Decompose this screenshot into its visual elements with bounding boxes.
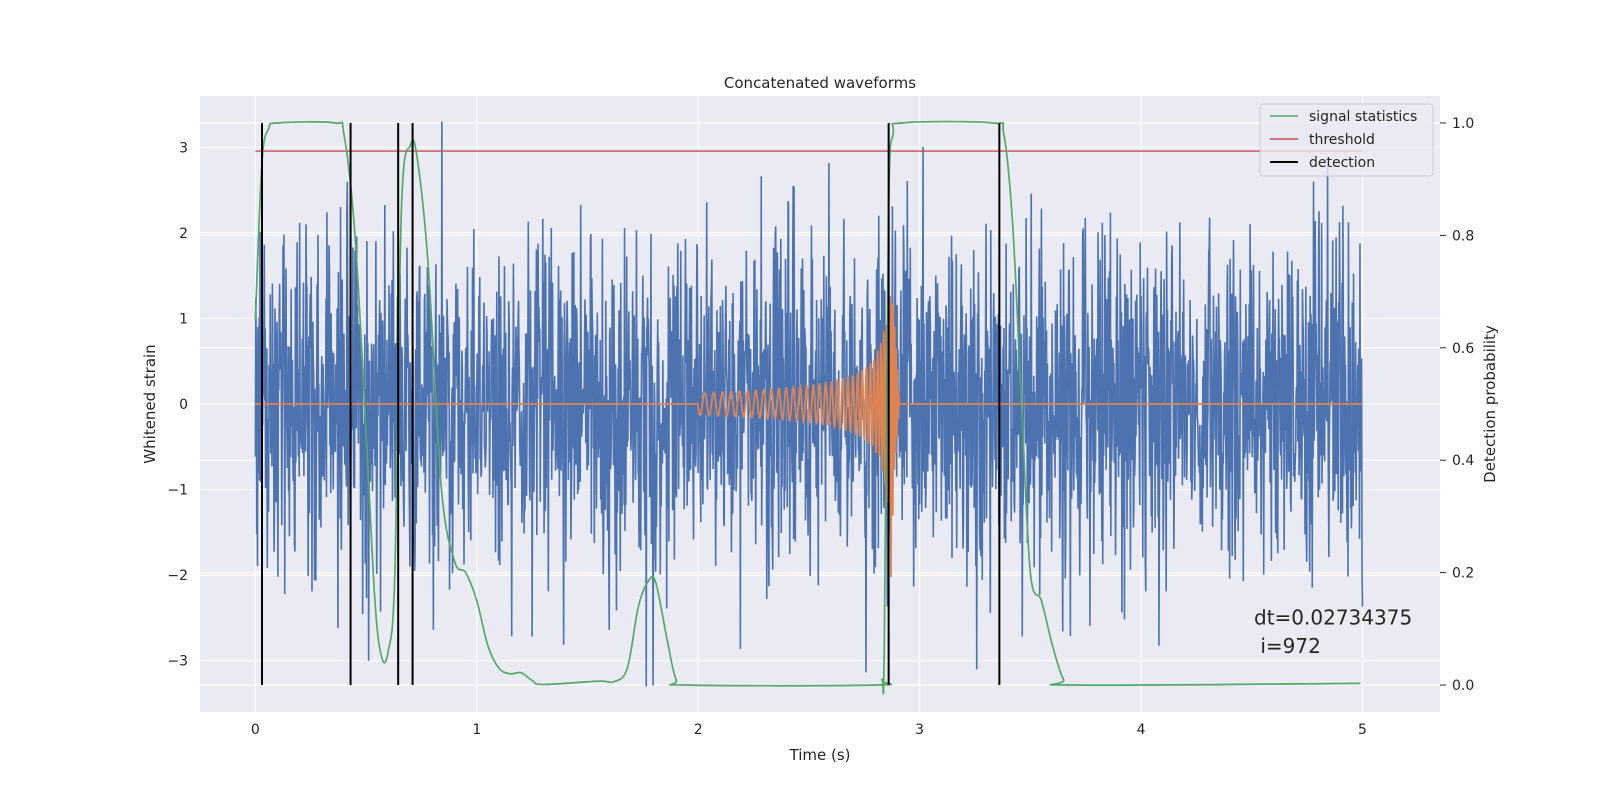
annotation-index: i=972 — [1254, 634, 1321, 658]
x-axis-label: Time (s) — [789, 746, 851, 764]
legend-label-signal-statistics: signal statistics — [1309, 109, 1417, 125]
x-tick-label: 0 — [251, 722, 260, 738]
y-tick-label: 3 — [179, 140, 188, 156]
legend-box — [1259, 103, 1434, 177]
legend: signal statistics threshold detection — [1259, 103, 1434, 177]
x-tick-label: 5 — [1358, 722, 1367, 738]
y-tick-label: 1 — [179, 311, 188, 327]
y2-tick-label: 0.6 — [1452, 341, 1474, 357]
x-tick-label: 1 — [472, 722, 481, 738]
tick-labels: 0 1 2 3 4 5 −3 −2 −1 0 1 2 3 0.0 0.2 0.4 0.6 0.8 1.0 — [167, 116, 1474, 738]
data-layer — [254, 120, 1364, 695]
y2-axis-label: Detection probability — [1481, 325, 1499, 483]
y-tick-label: −3 — [167, 654, 188, 670]
signal-statistics-line — [254, 120, 1361, 695]
legend-label-threshold: threshold — [1309, 132, 1375, 148]
y2-tick-label: 0.0 — [1452, 678, 1474, 694]
legend-label-detection: detection — [1309, 155, 1375, 171]
x-tick-label: 3 — [915, 722, 924, 738]
annotation-dt: dt=0.02734375 — [1254, 606, 1412, 630]
chart-title: Concatenated waveforms — [724, 74, 916, 92]
x-tick-label: 2 — [694, 722, 703, 738]
y-tick-label: 0 — [179, 397, 188, 413]
y-tick-label: −2 — [167, 568, 188, 584]
y2-tick-label: 0.2 — [1452, 566, 1474, 582]
y-tick-label: −1 — [167, 483, 188, 499]
y2-tick-label: 1.0 — [1452, 116, 1474, 132]
strain-noise-line — [254, 121, 1364, 687]
chirp-waveform-line — [255, 295, 1363, 578]
y-tick-label: 2 — [179, 226, 188, 242]
x-tick-label: 4 — [1137, 722, 1146, 738]
y2-tick-label: 0.8 — [1452, 228, 1474, 244]
y2-tick-label: 0.4 — [1452, 453, 1474, 469]
annotations: dt=0.02734375 i=972 — [1254, 606, 1412, 658]
y-axis-label: Whitened strain — [141, 344, 159, 463]
